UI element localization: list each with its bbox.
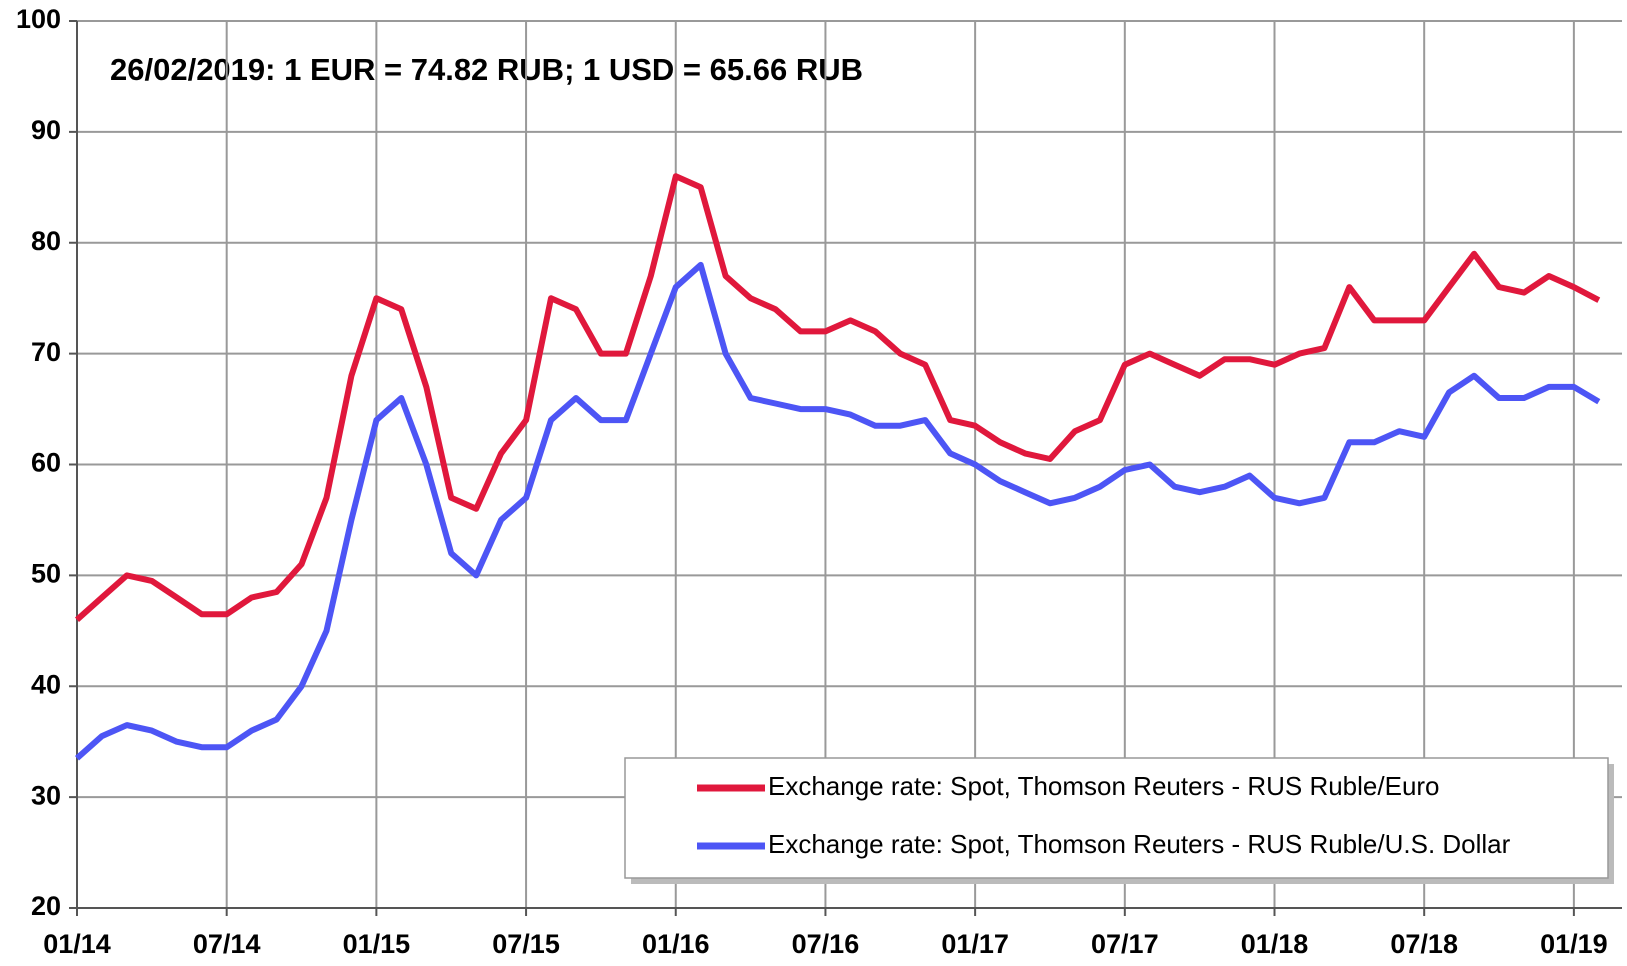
legend [624,757,1609,879]
y-tick-label: 80 [31,226,61,256]
x-tick-label: 01/19 [1540,929,1608,959]
y-tick-label: 20 [31,891,61,921]
y-tick-label: 30 [31,780,61,810]
legend-label: Exchange rate: Spot, Thomson Reuters - R… [768,771,1440,801]
x-tick-label: 07/15 [492,929,560,959]
x-tick-label: 01/15 [343,929,411,959]
y-tick-label: 50 [31,559,61,589]
x-tick-label: 07/17 [1091,929,1159,959]
x-tick-label: 07/14 [193,929,261,959]
x-tick-label: 01/17 [941,929,1009,959]
data-line [75,261,1601,761]
y-tick-label: 70 [31,337,61,367]
x-tick-label: 01/16 [642,929,710,959]
y-tick-label: 60 [31,448,61,478]
data-line [75,173,1601,622]
x-tick-label: 07/16 [792,929,860,959]
x-tick-label: 01/14 [43,929,111,959]
x-tick-label: 01/18 [1241,929,1309,959]
y-tick-label: 100 [16,4,61,34]
legend-label: Exchange rate: Spot, Thomson Reuters - R… [768,829,1511,859]
y-tick-label: 90 [31,115,61,145]
y-tick-label: 40 [31,669,61,699]
x-tick-label: 07/18 [1390,929,1458,959]
annotation: 26/02/2019: 1 EUR = 74.82 RUB; 1 USD = 6… [110,52,863,87]
